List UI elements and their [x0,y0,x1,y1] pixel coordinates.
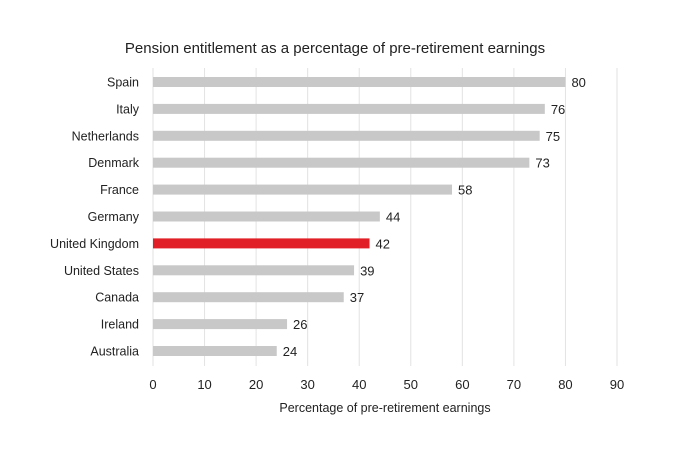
category-label: United States [64,264,139,278]
x-tick-label: 50 [404,377,418,392]
data-label: 42 [376,236,390,251]
data-label: 76 [551,102,565,117]
bar [153,346,277,356]
category-label: Ireland [101,318,139,332]
x-tick-label: 80 [558,377,572,392]
bar [153,292,344,303]
data-label: 26 [293,317,307,332]
bar [153,77,566,87]
data-label: 73 [535,156,549,171]
bar [153,103,545,114]
bar [153,238,370,249]
bar [153,319,288,330]
category-label: Spain [107,76,139,90]
bar [153,211,380,222]
x-axis-ticks: 0 10 20 30 40 50 60 70 80 90 [149,377,624,392]
data-label: 58 [458,183,472,198]
bar [153,184,453,195]
category-label: Denmark [88,156,139,170]
data-label: 80 [571,75,585,90]
data-label: 39 [360,263,374,278]
x-tick-label: 10 [197,377,211,392]
data-label: 37 [350,290,364,305]
chart-title: Pension entitlement as a percentage of p… [125,40,545,57]
data-label: 75 [546,129,560,144]
category-label: France [100,183,139,197]
category-label: Canada [95,291,139,305]
category-label: Australia [90,345,139,359]
bar [153,157,530,168]
x-tick-label: 90 [610,377,624,392]
bar [153,130,540,141]
category-label: Germany [88,210,140,224]
x-tick-label: 0 [149,377,156,392]
category-label: United Kingdom [50,237,139,251]
x-axis-label: Percentage of pre-retirement earnings [279,401,490,415]
x-tick-label: 60 [455,377,469,392]
x-tick-label: 30 [300,377,314,392]
category-label: Netherlands [72,129,139,143]
x-tick-label: 40 [352,377,366,392]
data-label: 44 [386,210,400,225]
x-tick-label: 20 [249,377,263,392]
data-label: 24 [283,344,297,359]
category-label: Italy [116,102,140,116]
bars: Spain 80 Italy 76 Netherlands 75 Denmark 73 Fran… [50,75,586,359]
x-tick-label: 70 [507,377,521,392]
bar [153,265,355,276]
